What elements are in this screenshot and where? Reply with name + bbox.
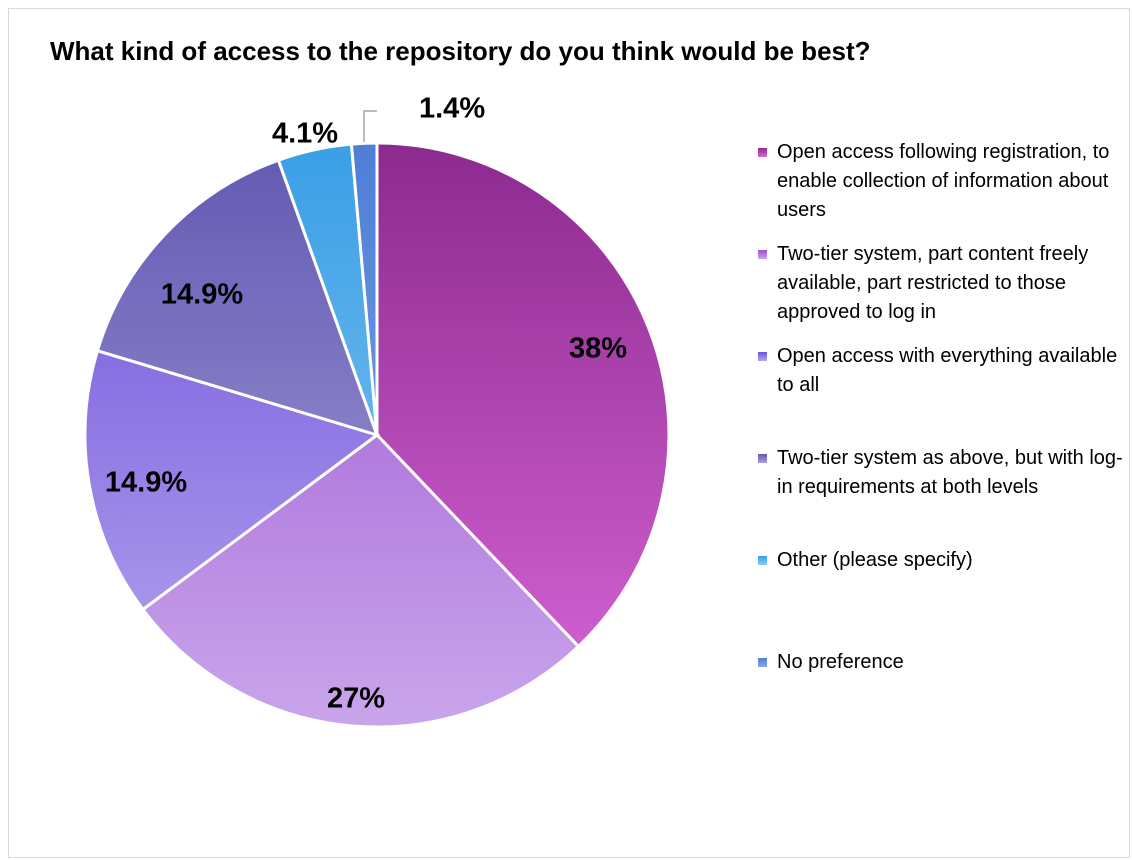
legend-item: Other (please specify) — [758, 546, 1127, 575]
pie-slice — [83, 348, 381, 612]
legend-label: Open access following registration, to e… — [777, 141, 1110, 221]
legend-label: Two-tier system as above, but with log-i… — [777, 447, 1123, 498]
pie-slice — [375, 141, 671, 649]
legend-item: Two-tier system, part content freely ava… — [758, 240, 1127, 327]
data-label: 38% — [569, 333, 627, 365]
legend-label: Other (please specify) — [777, 549, 973, 571]
legend-swatch — [758, 556, 767, 565]
legend-item: Open access with everything available to… — [758, 342, 1127, 400]
legend-swatch — [758, 454, 767, 463]
data-label: 14.9% — [161, 279, 243, 311]
legend-swatch — [758, 250, 767, 259]
legend-swatch — [758, 658, 767, 667]
legend-swatch — [758, 352, 767, 361]
leader-line — [363, 110, 377, 142]
chart-title: What kind of access to the repository do… — [50, 36, 871, 66]
data-label: 14.9% — [105, 467, 187, 499]
legend-item: Open access following registration, to e… — [758, 138, 1127, 225]
pie-slice — [140, 433, 581, 729]
pie-slice — [95, 158, 380, 438]
data-label: 27% — [327, 683, 385, 715]
legend-swatch — [758, 148, 767, 157]
legend-item: No preference — [758, 648, 1127, 677]
pie-slice — [349, 141, 379, 436]
legend-item: Two-tier system as above, but with log-i… — [758, 444, 1127, 502]
data-label: 4.1% — [272, 118, 338, 150]
legend-label: No preference — [777, 651, 904, 673]
legend-label: Two-tier system, part content freely ava… — [777, 243, 1089, 323]
data-label: 1.4% — [419, 93, 485, 125]
legend-label: Open access with everything available to… — [777, 345, 1118, 396]
